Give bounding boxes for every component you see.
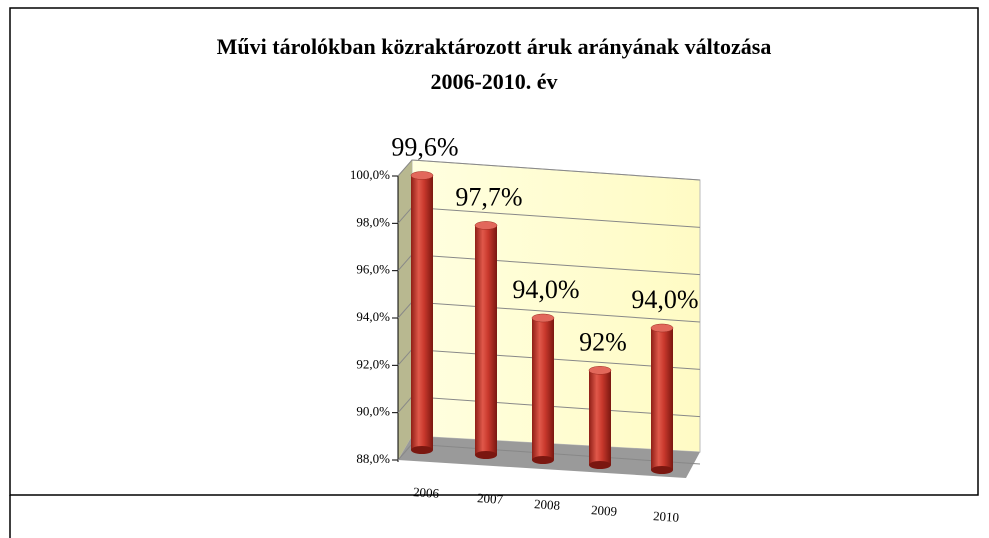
value-label: 94,0% <box>631 285 698 314</box>
y-tick-label: 98,0% <box>356 214 390 229</box>
x-tick-label: 2008 <box>534 496 561 513</box>
y-tick-label: 90,0% <box>356 404 390 419</box>
bar <box>589 370 611 465</box>
frame <box>9 7 979 496</box>
bar-top <box>531 313 555 323</box>
y-tick-label: 94,0% <box>356 309 390 324</box>
value-label: 94,0% <box>512 275 579 304</box>
y-tick-label: 88,0% <box>356 451 390 466</box>
bar-top <box>474 221 498 230</box>
bar <box>651 328 673 470</box>
bar-base <box>411 446 433 454</box>
chart-subtitle: 2006-2010. év <box>430 69 557 94</box>
x-tick-label: 2010 <box>653 508 680 525</box>
value-label: 92% <box>579 327 627 356</box>
y-tick-label: 96,0% <box>356 262 390 277</box>
value-label: 97,7% <box>455 182 522 211</box>
x-tick-label: 2007 <box>477 490 504 507</box>
bar-top <box>410 171 434 180</box>
chart-title: Művi tárolókban közraktározott áruk arán… <box>217 34 772 59</box>
bar-top <box>588 366 612 375</box>
grid-line <box>397 159 701 181</box>
bar <box>411 175 433 450</box>
bar-top <box>650 323 674 333</box>
bar-base <box>475 451 497 459</box>
y-tick-label: 92,0% <box>356 356 390 371</box>
bar-base <box>589 461 611 469</box>
bar <box>532 318 554 460</box>
bar <box>475 225 497 455</box>
bar-base <box>532 456 554 464</box>
value-label: 99,6% <box>391 132 458 161</box>
x-tick-label: 2009 <box>591 502 618 519</box>
x-tick-label: 2006 <box>413 484 440 501</box>
y-tick-label: 100,0% <box>350 167 390 182</box>
bar-base <box>651 466 673 474</box>
